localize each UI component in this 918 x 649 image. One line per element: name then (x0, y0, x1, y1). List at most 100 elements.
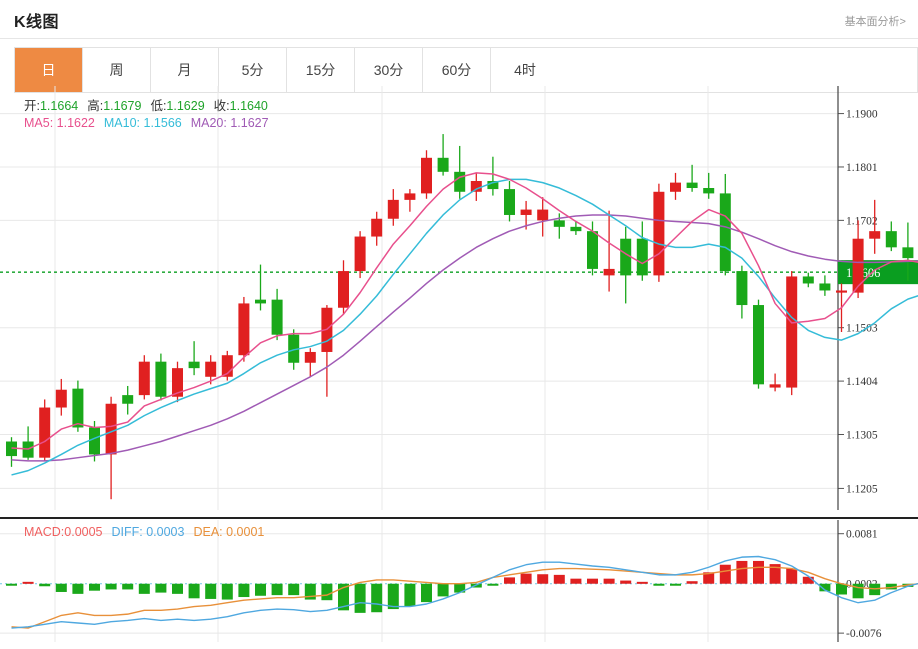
macd-bar (885, 583, 897, 590)
candle (703, 188, 715, 194)
candle (39, 407, 51, 458)
macd-bar (354, 583, 366, 613)
candle (786, 276, 798, 388)
macd-bar (603, 578, 615, 584)
candle (354, 236, 366, 272)
macd-bar (122, 583, 134, 590)
candle (653, 191, 665, 276)
macd-bar (786, 568, 798, 584)
candle (105, 403, 117, 455)
page-title: K线图 (14, 14, 60, 31)
macd-bar (736, 560, 748, 584)
candle (885, 231, 897, 248)
macd-bar (454, 583, 466, 593)
candle (288, 334, 300, 363)
candle (603, 268, 615, 276)
candle (852, 238, 864, 293)
macd-bar (686, 581, 698, 584)
tab-3[interactable]: 5分 (219, 48, 287, 92)
candle (122, 395, 134, 404)
macd-bar (205, 583, 217, 599)
tab-6[interactable]: 60分 (423, 48, 491, 92)
macd-bar (6, 583, 17, 586)
y-tick-label: 1.1205 (846, 483, 878, 495)
candle (836, 290, 847, 293)
candle (6, 441, 17, 457)
candle (769, 384, 781, 388)
macd-bar (338, 583, 349, 611)
macd-bar (553, 574, 565, 584)
y-tick-label: 1.1404 (846, 376, 878, 388)
tab-0[interactable]: 日 (15, 48, 83, 92)
tab-2[interactable]: 月 (151, 48, 219, 92)
tab-5[interactable]: 30分 (355, 48, 423, 92)
candle (371, 218, 383, 237)
macd-bar (22, 581, 34, 584)
macd-bar (105, 583, 117, 590)
macd-bar (802, 576, 814, 584)
macd-bar (570, 578, 582, 584)
candle (387, 199, 399, 219)
candle (504, 189, 515, 215)
candle (188, 361, 200, 369)
timeframe-tabs: 日周月 5分 15分 30分 60分 4时 (14, 47, 560, 93)
macd-bar (304, 583, 316, 600)
candle (271, 299, 283, 335)
tab-1[interactable]: 周 (83, 48, 151, 92)
macd-bar (138, 583, 150, 594)
candle (304, 351, 316, 363)
candle (487, 180, 499, 190)
macd-bar (537, 574, 549, 584)
candle (172, 368, 183, 397)
macd-bar (155, 583, 167, 593)
candle (138, 361, 150, 396)
macd-bar (520, 573, 532, 584)
candle (537, 209, 549, 221)
candle (620, 238, 632, 276)
macd-bar (72, 583, 84, 594)
macd-bar (188, 583, 200, 599)
tab-4[interactable]: 15分 (287, 48, 355, 92)
candle (155, 361, 167, 397)
macd-bar (437, 583, 449, 597)
macd-bar (753, 560, 764, 584)
candle (454, 171, 466, 192)
candle (587, 231, 598, 269)
macd-bar (387, 583, 399, 610)
candlestick-svg: 1.19001.18011.17021.15031.14041.13051.12… (0, 86, 918, 510)
macd-bar (89, 583, 100, 591)
candle (470, 180, 482, 192)
macd-bar (719, 564, 731, 584)
fundamental-analysis-link[interactable]: 基本面分析> (844, 16, 906, 28)
candle (404, 193, 416, 200)
chart-area: 1.1900 1.1801 1.1702 1.1503 1.1404 1.1305 1.12… (0, 86, 918, 649)
candle (338, 271, 349, 308)
macd-bar (587, 578, 598, 584)
macd-bar (653, 583, 665, 586)
candlestick-panel[interactable]: 1.1900 1.1801 1.1702 1.1503 1.1404 1.1305 1.12… (0, 86, 918, 518)
candle (221, 355, 233, 377)
timeframe-tabbar: 日周月 5分 15分 30分 60分 4时 (0, 47, 918, 95)
candle (72, 388, 84, 428)
macd-bar (288, 583, 300, 596)
macd-bar (703, 572, 715, 584)
macd-bar (221, 583, 233, 600)
y-tick-label: 1.1900 (846, 109, 878, 121)
candle (802, 276, 814, 284)
macd-bar (836, 583, 847, 595)
macd-bar (371, 583, 383, 613)
macd-bar (487, 583, 499, 586)
candle (205, 361, 217, 377)
macd-bar (819, 583, 831, 592)
macd-bar (670, 583, 681, 586)
candle (636, 238, 648, 276)
candle (520, 209, 532, 215)
macd-bar (620, 580, 632, 584)
macd-bar (39, 583, 51, 587)
candle (238, 303, 250, 356)
y-tick-label: 1.1702 (846, 215, 878, 227)
y-tick-label: 1.1801 (846, 162, 878, 174)
macd-bar (255, 583, 266, 596)
tab-7[interactable]: 4时 (491, 48, 559, 92)
